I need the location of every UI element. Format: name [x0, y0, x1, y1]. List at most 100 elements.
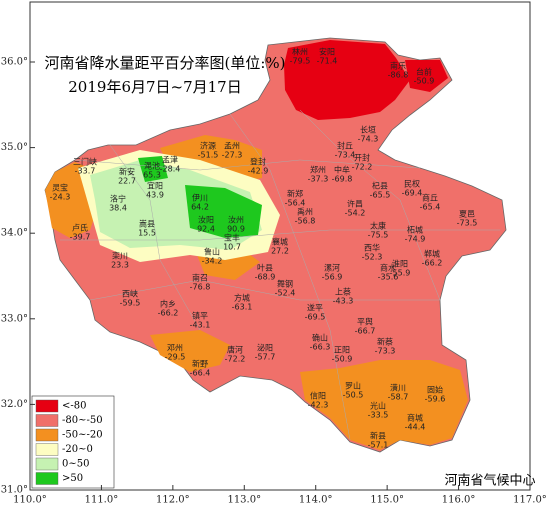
- station-name: 漯河: [324, 263, 340, 273]
- y-tick-label: 32.0°: [1, 399, 28, 410]
- station-name: 登封: [250, 157, 266, 167]
- x-tick-label: 112.0°: [156, 495, 190, 506]
- province: [44, 37, 507, 453]
- station-name: 渑池: [144, 161, 160, 171]
- station-name: 信阳: [310, 391, 326, 401]
- station-value: -39.7: [70, 233, 91, 242]
- station-value: 23.3: [111, 261, 129, 270]
- station-name: 杞县: [372, 181, 388, 191]
- legend-swatch: [35, 414, 59, 427]
- station-name: 泌阳: [257, 343, 273, 353]
- station-value: -76.8: [190, 283, 211, 292]
- station-value: -68.9: [255, 273, 276, 282]
- station-value: -55.9: [390, 269, 411, 278]
- station-name: 西华: [364, 243, 380, 253]
- station-name: 济源: [200, 141, 216, 151]
- station-value: -56.4: [285, 199, 306, 208]
- station-value: -79.5: [290, 57, 311, 66]
- legend-swatch: [35, 443, 59, 456]
- station-name: 栾川: [112, 251, 128, 261]
- station-name: 汝阳: [198, 215, 214, 225]
- station-name: 郑州: [310, 165, 326, 175]
- station-name: 中牟: [334, 165, 350, 175]
- y-tick-label: 33.0°: [1, 313, 28, 324]
- station-name: 汝州: [228, 215, 244, 225]
- station-value: -50.9: [414, 77, 435, 86]
- station-name: 唐河: [227, 345, 243, 355]
- x-tick-label: 110.0°: [13, 495, 47, 506]
- station-value: -66.3: [310, 343, 331, 352]
- map-title: 河南省降水量距平百分率图(单位:%): [44, 54, 285, 72]
- legend-swatch: [35, 399, 59, 413]
- station-name: 方城: [234, 293, 250, 303]
- station-value: 90.9: [227, 225, 245, 234]
- station-name: 宜阳: [147, 181, 163, 191]
- station-value: -66.2: [158, 309, 179, 318]
- station-value: -56.9: [322, 273, 343, 282]
- station-name: 安阳: [319, 47, 335, 57]
- station-name: 南召: [192, 273, 208, 283]
- station-value: -35.6: [378, 273, 399, 282]
- station-name: 南乐: [390, 61, 406, 71]
- station-name: 太康: [370, 221, 386, 231]
- station-value: -42.3: [308, 401, 329, 410]
- station-value: 65.3: [143, 171, 161, 180]
- station-value: -27.3: [222, 151, 243, 160]
- station-value: -54.2: [345, 209, 366, 218]
- station-name: 嵩县: [139, 220, 155, 229]
- station-value: -52.4: [275, 289, 296, 298]
- station-value: -59.5: [120, 299, 141, 308]
- station-value: -51.5: [198, 151, 219, 160]
- station-value: -24.3: [50, 193, 71, 202]
- station-value: -59.6: [425, 395, 446, 404]
- station-value: -65.4: [420, 203, 441, 212]
- station-value: 22.7: [118, 177, 136, 186]
- station-name: 宝丰: [224, 233, 240, 243]
- station-name: 商丘: [422, 193, 438, 203]
- station-name: 孟津: [162, 155, 178, 165]
- x-tick-label: 113.0°: [227, 495, 261, 506]
- station-value: -34.2: [202, 257, 223, 266]
- station-name: 民权: [404, 179, 420, 189]
- station-value: 64.2: [191, 203, 209, 212]
- legend-label: <-80: [62, 401, 86, 412]
- station-name: 禹州: [297, 208, 313, 217]
- y-tick-label: 36.0°: [1, 57, 28, 68]
- station-name: 新郑: [287, 189, 303, 199]
- station-name: 卢氏: [72, 223, 88, 233]
- station-value: -58.7: [388, 393, 409, 402]
- station-value: 10.7: [223, 243, 241, 252]
- station-name: 商水: [380, 263, 396, 273]
- map-subtitle: 2019年6月7日~7月17日: [68, 78, 241, 96]
- station-name: 上蔡: [335, 287, 351, 297]
- y-tick-label: 35.0°: [1, 142, 28, 153]
- legend-label: 0~50: [62, 459, 89, 470]
- station-value: -33.7: [75, 167, 96, 176]
- station-name: 镇平: [192, 311, 208, 321]
- station-value: -44.4: [405, 423, 426, 432]
- legend-swatch: [35, 428, 59, 442]
- x-tick-label: 114.0°: [299, 495, 333, 506]
- legend-label: -50~-20: [62, 430, 103, 441]
- station-value: -73.5: [457, 219, 478, 228]
- x-tick-label: 111.0°: [85, 495, 119, 506]
- station-value: -57.7: [255, 353, 276, 362]
- legend: <-80 -80~-50 -50~-20 -20~0 0~50 >50: [31, 395, 115, 489]
- station-value: -86.8: [388, 71, 409, 80]
- station-name: 伊川: [192, 193, 208, 203]
- legend-label: >50: [62, 473, 83, 484]
- station-value: 15.5: [138, 229, 156, 238]
- station-name: 封丘: [337, 141, 353, 151]
- station-value: -71.4: [317, 57, 338, 66]
- station-value: -74.9: [405, 235, 426, 244]
- station-name: 西峡: [122, 289, 138, 299]
- station-name: 郸城: [424, 249, 440, 259]
- station-name: 柘城: [407, 225, 423, 235]
- station-name: 新县: [370, 431, 386, 441]
- station-name: 三门峡: [73, 157, 97, 167]
- station-name: 长垣: [360, 125, 376, 135]
- station-name: 固始: [427, 385, 443, 395]
- station-name: 潢川: [390, 383, 406, 393]
- station-value: -72.2: [352, 163, 373, 172]
- legend-label: -80~-50: [62, 415, 103, 426]
